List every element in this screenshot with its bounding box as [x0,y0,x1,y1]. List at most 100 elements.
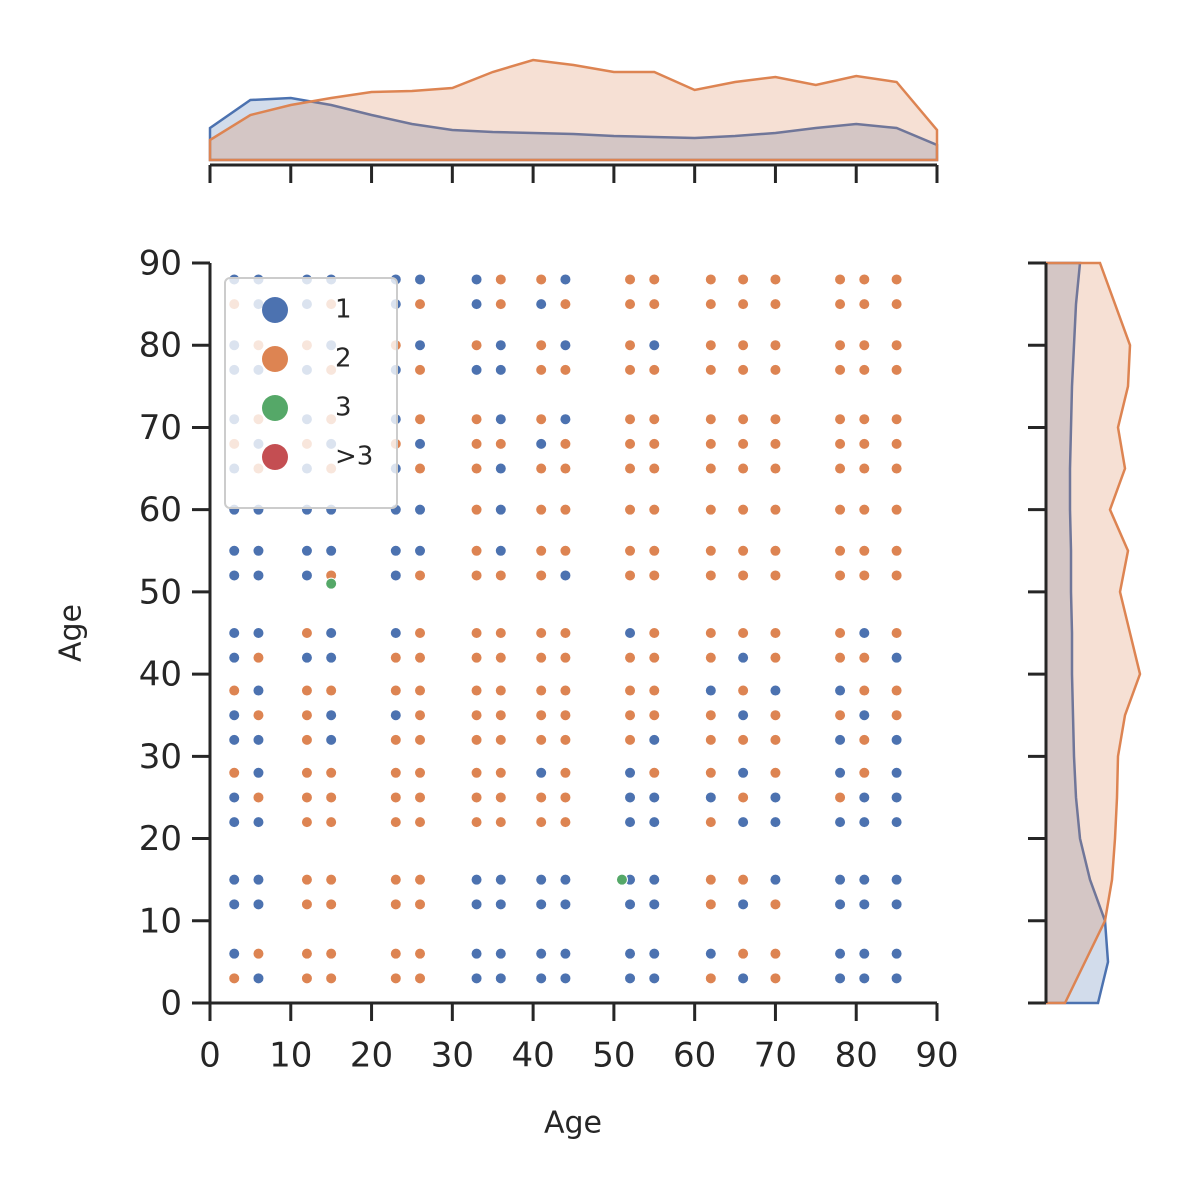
point [615,873,628,886]
point [858,684,871,697]
point [470,651,483,664]
point [834,947,847,960]
point [470,503,483,516]
point [769,816,782,829]
y-tick-label: 60 [139,490,182,530]
x-tick-label: 0 [199,1036,221,1076]
point [252,709,265,722]
point [704,791,717,804]
point [470,363,483,376]
point [228,816,241,829]
point [252,947,265,960]
point [494,437,507,450]
point [559,503,572,516]
point [414,627,427,639]
point [704,733,717,746]
y-axis-label: Age [54,604,89,662]
point [769,627,782,639]
point [325,873,338,886]
point [704,684,717,697]
point [559,972,572,985]
point [470,462,483,475]
point [737,569,750,582]
legend-marker [262,395,288,421]
point [325,709,338,722]
point [737,972,750,985]
point [470,709,483,722]
point [890,544,903,557]
point [228,972,241,985]
point [470,766,483,779]
point [535,569,548,582]
point [252,898,265,911]
point [300,816,313,829]
point [834,437,847,450]
point [252,684,265,697]
point [737,544,750,557]
point [858,462,871,475]
point [704,437,717,450]
point [737,273,750,286]
point [414,873,427,886]
point [559,413,572,426]
point [858,947,871,960]
point [648,462,661,475]
legend-box [224,277,398,509]
point [559,947,572,960]
point [414,298,427,311]
point [769,791,782,804]
point [300,873,313,886]
point [494,413,507,426]
point [325,684,338,697]
point [252,651,265,664]
point [494,298,507,311]
point [858,651,871,664]
kde-x [208,58,939,162]
point [648,816,661,829]
point [890,339,903,352]
point [494,898,507,911]
point [890,709,903,722]
y-tick-label: 20 [139,819,182,859]
point [470,339,483,352]
point [389,544,402,557]
point [704,709,717,722]
point [624,684,637,697]
point [834,684,847,697]
point [737,709,750,722]
point [704,503,717,516]
point [300,766,313,779]
point [648,972,661,985]
point [624,544,637,557]
point [300,947,313,960]
point [389,766,402,779]
point [890,413,903,426]
point [494,684,507,697]
point [769,298,782,311]
point [704,339,717,352]
point [834,972,847,985]
point [769,898,782,911]
point [494,273,507,286]
point [559,339,572,352]
point [494,766,507,779]
point [769,972,782,985]
point [834,462,847,475]
legend: 1 2 3 >3 [224,277,398,509]
point [769,766,782,779]
point [325,947,338,960]
point [535,363,548,376]
point [414,273,427,286]
point [737,651,750,664]
legend-label: 2 [335,344,352,374]
point [769,437,782,450]
point [228,684,241,697]
point [535,339,548,352]
point [624,898,637,911]
point [535,651,548,664]
point [858,816,871,829]
point [834,709,847,722]
point [470,684,483,697]
point [414,339,427,352]
point [414,544,427,557]
